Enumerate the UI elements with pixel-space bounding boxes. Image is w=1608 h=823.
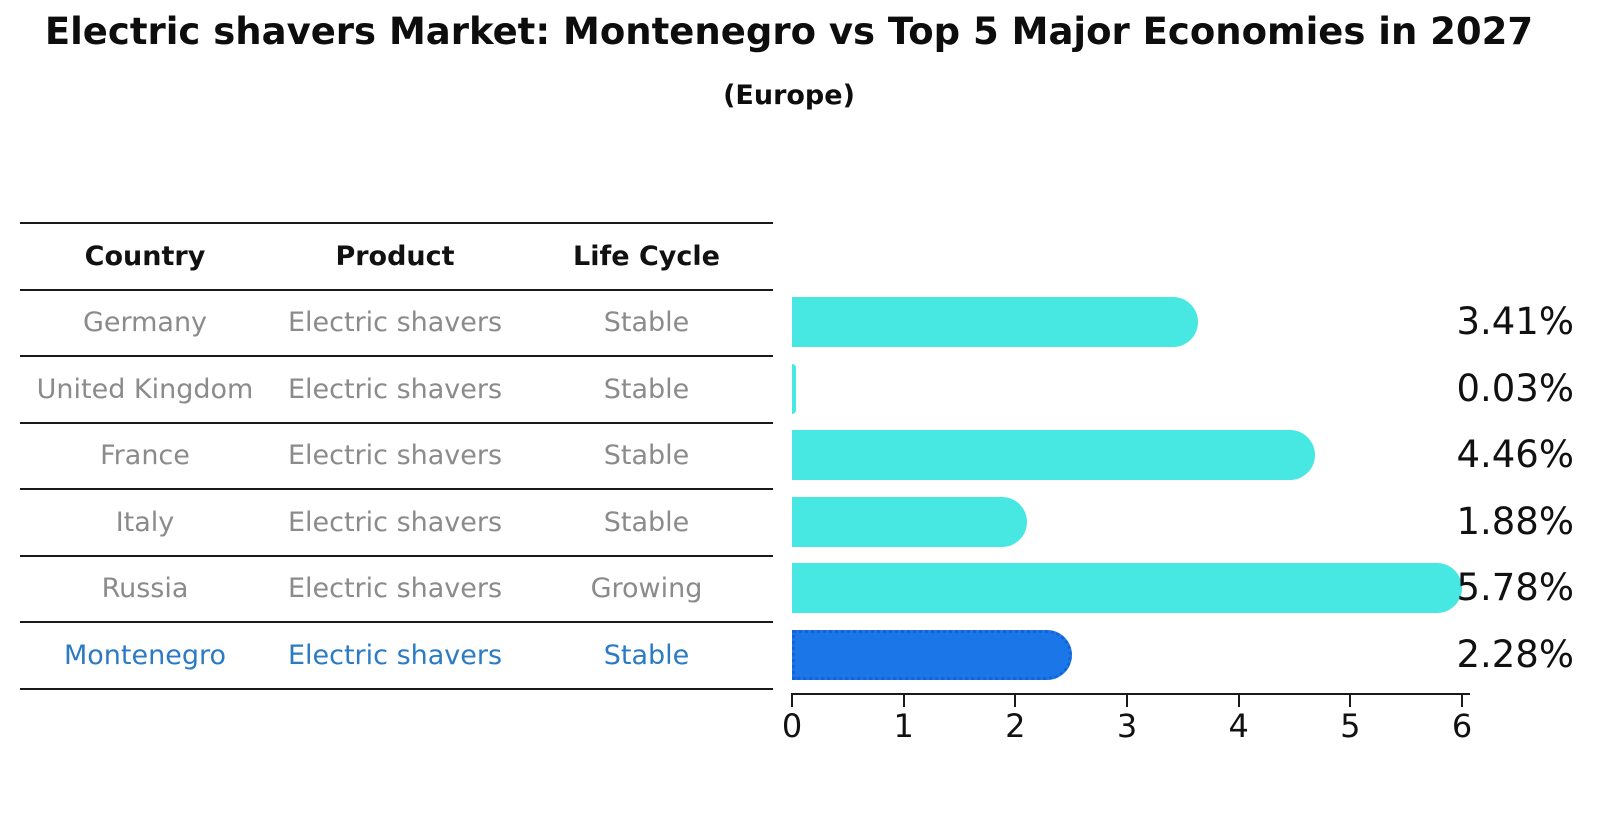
x-tick-label-2: 2 [1005, 707, 1026, 745]
country-cell: Russia [101, 573, 189, 605]
country-cell: Italy [115, 506, 175, 538]
country-cell: Montenegro [63, 639, 226, 671]
x-tick-label-1: 1 [893, 707, 914, 745]
value-label-montenegro: 2.28% [1456, 632, 1574, 676]
chart-title: Electric shavers Market: Montenegro vs T… [44, 10, 1534, 53]
x-axis-line [792, 693, 1470, 695]
product-cell: Electric shavers [287, 506, 503, 538]
x-tick-label-0: 0 [781, 707, 803, 745]
value-label-germany: 3.41% [1456, 300, 1574, 343]
bar-russia [792, 563, 1463, 613]
table-row-germany: Germany Electric shavers Stable [20, 291, 773, 357]
product-cell: Electric shavers [287, 373, 503, 405]
country-cell: France [100, 440, 190, 472]
chart-subtitle: (Europe) [723, 80, 855, 111]
x-tick-label-5: 5 [1340, 707, 1361, 745]
lifecycle-cell: Stable [603, 506, 690, 538]
lifecycle-cell: Growing [590, 573, 703, 605]
product-cell: Electric shavers [287, 639, 503, 671]
x-tick-mark-1 [902, 693, 905, 707]
bar-france [792, 430, 1316, 480]
country-cell: Germany [82, 307, 208, 339]
x-tick-label-4: 4 [1228, 707, 1249, 745]
table-row-montenegro: Montenegro Electric shavers Stable [20, 623, 773, 690]
value-label-france: 4.46% [1456, 433, 1574, 476]
product-cell: Electric shavers [287, 307, 503, 339]
bar-montenegro [792, 629, 1072, 680]
lifecycle-cell: Stable [603, 307, 690, 339]
table-row-italy: Italy Electric shavers Stable [20, 490, 773, 557]
header-country: Country [84, 240, 206, 272]
table-row-france: France Electric shavers Stable [20, 424, 773, 490]
x-tick-label-6: 6 [1451, 707, 1473, 745]
x-tick-label-3: 3 [1116, 707, 1138, 745]
product-cell: Electric shavers [287, 573, 503, 605]
product-cell: Electric shavers [287, 440, 503, 472]
x-tick-mark-5 [1349, 693, 1352, 707]
table-row-united-kingdom: United Kingdom Electric shavers Stable [20, 357, 773, 424]
value-label-italy: 1.88% [1456, 499, 1574, 543]
x-tick-mark-3 [1126, 693, 1128, 707]
x-tick-mark-2 [1014, 693, 1017, 707]
x-tick-mark-6 [1461, 693, 1463, 707]
country-cell: United Kingdom [36, 373, 254, 405]
header-life-cycle: Life Cycle [573, 240, 720, 272]
bar-united-kingdom [792, 363, 796, 414]
table-header-row: Country Product Life Cycle [20, 224, 773, 291]
lifecycle-cell: Stable [603, 440, 690, 472]
comparison-table: Country Product Life Cycle Germany Electr… [20, 222, 773, 690]
lifecycle-cell: Stable [603, 639, 690, 671]
x-tick-mark-4 [1237, 693, 1240, 707]
table-row-russia: Russia Electric shavers Growing [20, 557, 773, 623]
value-label-united-kingdom: 0.03% [1456, 366, 1574, 410]
x-tick-mark-0 [791, 693, 793, 707]
lifecycle-cell: Stable [603, 373, 690, 405]
bar-italy [792, 496, 1027, 547]
header-product: Product [335, 240, 455, 272]
value-label-russia: 5.78% [1456, 566, 1574, 609]
bar-germany [792, 297, 1198, 347]
